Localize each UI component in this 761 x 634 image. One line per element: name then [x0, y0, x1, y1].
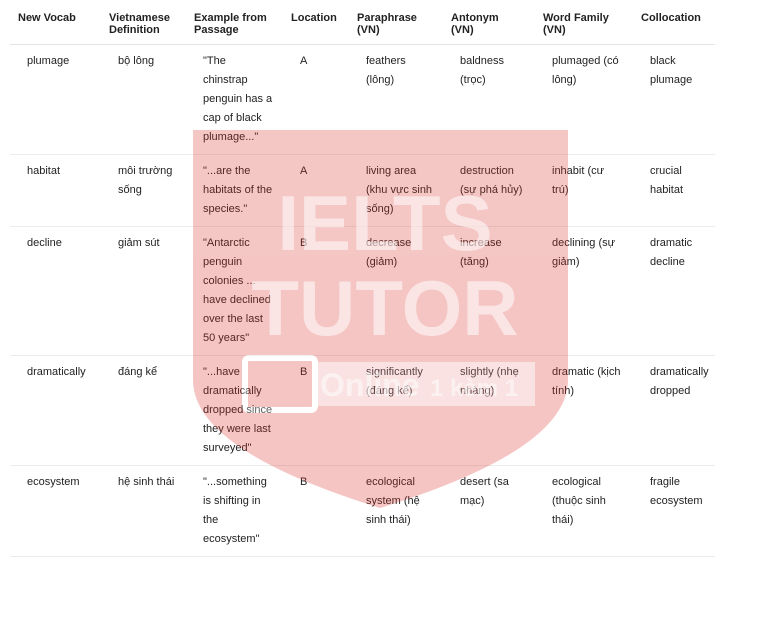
table-row: decline giảm sút "Antarctic penguin coloni…: [10, 226, 715, 356]
table-cell: B: [283, 226, 349, 356]
table-cell: decline: [10, 226, 101, 356]
table-cell: "...have dramatically dropped since they…: [186, 355, 283, 466]
table-cell: "Antarctic penguin colonies ... have dec…: [186, 226, 283, 356]
table-cell: dramatic decline: [633, 226, 715, 356]
table-cell: decrease (giảm): [349, 226, 443, 356]
table-cell: đáng kể: [101, 355, 186, 466]
table-cell: môi trường sống: [101, 154, 186, 227]
table-cell: inhabit (cư trú): [535, 154, 633, 227]
column-header: Paraphrase (VN): [349, 8, 443, 45]
table-cell: plumaged (có lông): [535, 44, 633, 155]
table-cell: destruction (sự phá hủy): [443, 154, 535, 227]
table-row: habitat môi trường sống "...are the habita…: [10, 154, 715, 227]
table-cell: black plumage: [633, 44, 715, 155]
table-cell: increase (tăng): [443, 226, 535, 356]
table-row: plumage bộ lông "The chinstrap penguin has…: [10, 44, 715, 155]
table-cell: ecological system (hệ sinh thái): [349, 465, 443, 557]
table-cell: habitat: [10, 154, 101, 227]
table-cell: significantly (đáng kể): [349, 355, 443, 466]
column-header: Collocation: [633, 8, 715, 45]
table-cell: B: [283, 465, 349, 557]
table-cell: baldness (trọc): [443, 44, 535, 155]
table-cell: "...are the habitats of the species.": [186, 154, 283, 227]
table-cell: dramatically: [10, 355, 101, 466]
column-header: Word Family (VN): [535, 8, 633, 45]
table-cell: fragile ecosystem: [633, 465, 715, 557]
table-cell: A: [283, 44, 349, 155]
header-row: New Vocab Vietnamese Definition Example fr…: [10, 8, 715, 45]
table-cell: desert (sa mạc): [443, 465, 535, 557]
column-header: Antonym (VN): [443, 8, 535, 45]
table-cell: dramatic (kịch tính): [535, 355, 633, 466]
table-cell: "The chinstrap penguin has a cap of blac…: [186, 44, 283, 155]
table-row: ecosystem hệ sinh thái "...something is sh…: [10, 465, 715, 557]
table-cell: B: [283, 355, 349, 466]
table-cell: "...something is shifting in the ecosyst…: [186, 465, 283, 557]
table-cell: feathers (lông): [349, 44, 443, 155]
table-cell: hệ sinh thái: [101, 465, 186, 557]
table-cell: crucial habitat: [633, 154, 715, 227]
table-cell: ecosystem: [10, 465, 101, 557]
table-cell: giảm sút: [101, 226, 186, 356]
vocab-table: New Vocab Vietnamese Definition Example fr…: [10, 8, 715, 557]
column-header: New Vocab: [10, 8, 101, 45]
table-cell: plumage: [10, 44, 101, 155]
table-cell: dramatically dropped: [633, 355, 715, 466]
column-header: Location: [283, 8, 349, 45]
column-header: Vietnamese Definition: [101, 8, 186, 45]
table-cell: bộ lông: [101, 44, 186, 155]
table-cell: living area (khu vực sinh sống): [349, 154, 443, 227]
table-body: plumage bộ lông "The chinstrap penguin has…: [10, 44, 715, 557]
table-cell: slightly (nhẹ nhàng): [443, 355, 535, 466]
table-row: dramatically đáng kể "...have dramatically…: [10, 355, 715, 466]
table-cell: declining (sự giảm): [535, 226, 633, 356]
column-header: Example from Passage: [186, 8, 283, 45]
table-cell: ecological (thuộc sinh thái): [535, 465, 633, 557]
table-cell: A: [283, 154, 349, 227]
